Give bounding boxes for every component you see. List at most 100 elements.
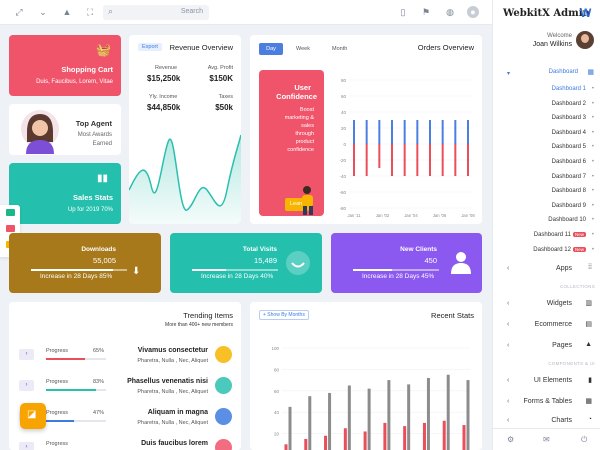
bar-negative [353, 144, 355, 176]
sidebar-item-ecommerce[interactable]: Ecommerce [534, 321, 572, 328]
shopping-cart-title: Shopping Cart [61, 65, 113, 74]
flag-icon[interactable]: ⚑ [421, 7, 431, 17]
avg-profit-value: $150K [209, 74, 233, 83]
shopping-cart-subtitle: Duis, Faucibus, Lorem, Vitae [36, 79, 113, 85]
taxes-label: Taxes [218, 94, 233, 100]
search-box[interactable]: ⌕ Search [103, 5, 209, 20]
sidebar-item-dashboard-1[interactable]: Dashboard 1 [552, 86, 586, 92]
trending-row[interactable]: › Progress 83% Phasellus venenatis nisi Phar… [9, 377, 241, 407]
revenue-title: Revenue Overview [169, 43, 233, 52]
bar-A [422, 422, 426, 450]
sales-stats-card[interactable]: ▮▮ Sales Stats Up for 2019 70% [9, 163, 121, 224]
new-clients-card[interactable]: New Clients 450 Increase in 28 Days 45% [331, 233, 482, 293]
sidebar-item-widgets[interactable]: Widgets [546, 300, 572, 307]
settings-fab[interactable]: ◪ [20, 403, 46, 429]
smile-icon [286, 251, 310, 275]
ui-elements-icon: ▮ [588, 377, 592, 384]
chevron-down-icon[interactable]: ▾ [507, 71, 511, 77]
sidebar-item-dashboard-6[interactable]: Dashboard 6 [552, 159, 586, 165]
expand-row-button[interactable]: › [19, 442, 34, 450]
settings-icon[interactable]: ⚙ [507, 435, 515, 444]
sidebar-item-apps[interactable]: Apps [556, 265, 572, 272]
clipboard-icon[interactable]: ▯ [400, 7, 406, 17]
bar-A [324, 435, 328, 450]
user-icon [451, 252, 471, 274]
bar-B [387, 380, 391, 450]
x-tick-label: Jan '06 [433, 213, 447, 218]
show-by-months-button[interactable]: + Show By Months [259, 310, 309, 320]
top-bar: ⤢ ⌄ ▲ ⛶ ⌕ Search ▯ ⚑ ◍ ● [0, 0, 492, 25]
sidebar-item-dashboard-7[interactable]: Dashboard 7 [552, 174, 586, 180]
welcome-text: Welcome [547, 33, 572, 39]
bar-B [426, 377, 430, 450]
download-icon: ⬇ [132, 266, 141, 277]
bullet-icon: • [591, 129, 594, 136]
sidebar-item-pages[interactable]: Pages [552, 342, 572, 349]
user-avatar-icon[interactable]: ● [467, 6, 479, 18]
power-icon[interactable]: ⏻ [581, 435, 588, 444]
chat-icon[interactable] [6, 209, 15, 216]
bar-B [328, 392, 332, 450]
tab-day[interactable]: Day [259, 43, 283, 55]
sidebar-item-ui-elements[interactable]: UI Elements [533, 377, 572, 384]
sidebar-item-dashboard-8[interactable]: Dashboard 8 [552, 188, 586, 194]
top-agent-title: Top Agent [75, 119, 112, 128]
dashboard-icon[interactable]: ⌄ [39, 7, 47, 17]
progress-percent: 65% [93, 348, 105, 354]
sidebar-item-label: Dashboard 6 [551, 159, 586, 165]
trending-row[interactable]: › Progress 65% Vivamus consectetur Pharetra,… [9, 346, 241, 376]
visits-progress-track [192, 269, 278, 271]
trending-row[interactable]: › Progress Duis faucibus lorem [9, 439, 241, 450]
search-input[interactable]: Search [180, 8, 203, 15]
sidebar-item-dashboard-4[interactable]: Dashboard 4 [552, 130, 586, 136]
sidebar-item-dashboard-11[interactable]: Dashboard 11 New [534, 232, 586, 238]
layout-icon: ◪ [27, 409, 37, 420]
sidebar-item-dashboard-10[interactable]: Dashboard 10 [548, 217, 586, 223]
sidebar: WebkitX Admin W Welcome Joan Wilkins ▾ D… [492, 0, 600, 450]
y-tick-label: 80 [341, 78, 347, 83]
sidebar-item-dashboard-3[interactable]: Dashboard 3 [552, 115, 586, 121]
bar-positive [467, 120, 469, 144]
sidebar-item-forms-tables[interactable]: Forms & Tables [523, 398, 573, 405]
sidebar-item-dashboard-5[interactable]: Dashboard 5 [552, 144, 586, 150]
sidebar-item-dashboard-2[interactable]: Dashboard 2 [552, 101, 586, 107]
bar-negative [416, 144, 419, 176]
top-agent-sub2: Earned [92, 141, 112, 147]
export-badge[interactable]: Export [138, 43, 162, 51]
downloads-card[interactable]: Downloads 55,005 Increase in 28 Days 85%… [9, 233, 161, 293]
sidebar-item-charts[interactable]: Charts [551, 417, 572, 424]
expand-arrows-icon[interactable]: ⤢ [15, 7, 23, 17]
bar-negative [378, 144, 381, 168]
sidebar-item-dashboard-9[interactable]: Dashboard 9 [552, 203, 586, 209]
trending-subtitle: More than 400+ new members [165, 322, 233, 328]
tab-month[interactable]: Month [332, 46, 348, 52]
globe-icon[interactable]: ◍ [446, 7, 454, 17]
shopping-cart-card[interactable]: 🧺 Shopping Cart Duis, Faucibus, Lorem, V… [9, 35, 121, 96]
collections-heading: COLLECTIONS [559, 284, 595, 289]
item-name: Aliquam in magna [147, 409, 208, 416]
tab-week[interactable]: Week [296, 46, 310, 52]
revenue-label: Revenue [155, 65, 178, 71]
apps-icon: ⁞⁞ [588, 264, 592, 271]
mail-icon[interactable] [6, 225, 15, 232]
item-thumbnail-icon [215, 408, 232, 425]
bar-B [407, 384, 411, 450]
sidebar-item-dashboard-12[interactable]: Dashboard 12 New [533, 246, 586, 253]
fullscreen-icon[interactable]: ⛶ [86, 7, 94, 17]
bell-icon[interactable]: ▲ [62, 7, 72, 17]
bullet-icon: • [591, 144, 594, 151]
progress-fill [46, 389, 96, 391]
bar-B [466, 380, 470, 450]
user-avatar[interactable] [576, 31, 594, 49]
basket-icon: 🧺 [96, 43, 111, 57]
bullet-icon: • [591, 86, 594, 92]
expand-row-button[interactable]: › [19, 349, 34, 360]
expand-row-button[interactable]: › [19, 380, 34, 391]
sidebar-item-label: Dashboard 1 [551, 86, 586, 92]
promo-line: product [295, 139, 314, 145]
top-agent-card[interactable]: Top Agent Most Awards Earned [9, 104, 121, 155]
total-visits-card[interactable]: Total Visits 15,489 Increase in 28 Days … [170, 233, 322, 293]
sidebar-item-dashboard[interactable]: Dashboard [548, 69, 578, 75]
mail-icon[interactable]: ✉ [543, 435, 550, 444]
promo-card[interactable]: User Confidence Boost marketing & sales … [259, 70, 324, 216]
